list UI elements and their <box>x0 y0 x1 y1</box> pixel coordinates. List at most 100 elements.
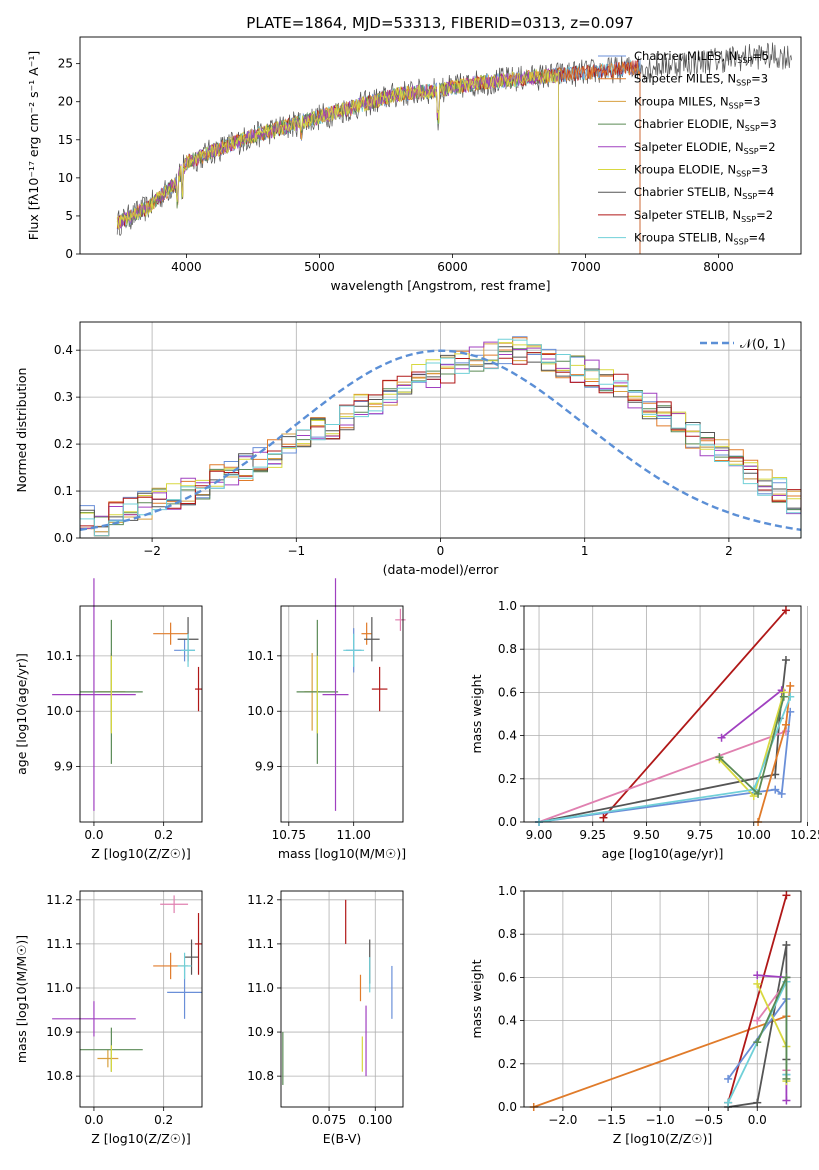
y-axis-label: age [log10(age/yr)] <box>14 653 29 775</box>
weight-line-7 <box>538 696 792 823</box>
y-axis-label: Flux [fλ10⁻¹⁷ erg cm⁻² s⁻¹ A⁻¹] <box>26 51 41 240</box>
y-tick-label: 10.9 <box>247 1025 274 1039</box>
axes-frame <box>523 890 802 1108</box>
panel-spectrum: 4000 5000 6000 7000 8000 0 5 10 15 20 25 wavelength… <box>26 36 802 293</box>
axes-frame <box>280 605 404 823</box>
y-tick-label: 0.2 <box>498 772 517 786</box>
x-tick-label: 0.100 <box>358 1113 392 1127</box>
x-axis-label: Z [log10(Z/Z☉)] <box>613 1131 713 1146</box>
x-tick-label: 9.25 <box>579 828 606 842</box>
x-tick-label: 10.75 <box>272 828 306 842</box>
weight-line-1 <box>538 659 787 823</box>
legend-label-0: Chabrier MILES, NSSP=5 <box>634 49 769 65</box>
x-axis-label: Z [log10(Z/Z☉)] <box>91 1131 191 1146</box>
x-tick-label: 0.0 <box>84 1113 103 1127</box>
x-tick-label: 9.00 <box>526 828 553 842</box>
y-tick-label: 0.8 <box>498 642 517 656</box>
y-tick-label: 0.2 <box>498 1057 517 1071</box>
x-tick-label: −1 <box>287 544 305 558</box>
y-tick-label: 1.0 <box>498 884 517 898</box>
x-tick-label: −2 <box>143 544 161 558</box>
weight-line-3 <box>538 730 787 823</box>
x-tick-label: 8000 <box>703 260 734 274</box>
normal-curve <box>79 349 802 531</box>
legend-label-4: Salpeter ELODIE, NSSP=2 <box>634 140 776 156</box>
figure-title: PLATE=1864, MJD=53313, FIBERID=0313, z=0… <box>246 14 633 32</box>
weight-line-1 <box>727 895 788 1103</box>
axes-frame <box>79 605 203 823</box>
y-tick-label: 0.4 <box>54 343 73 357</box>
x-tick-label: 9.75 <box>687 828 714 842</box>
y-tick-label: 11.0 <box>46 981 73 995</box>
x-tick-label: 10.25 <box>790 828 819 842</box>
y-tick-label: 0.1 <box>54 484 73 498</box>
y-axis-label: mass weight <box>469 674 484 753</box>
legend-label-2: Kroupa MILES, NSSP=3 <box>634 94 760 110</box>
y-tick-label: 10.1 <box>247 649 274 663</box>
x-tick-label: 7000 <box>570 260 601 274</box>
y-tick-label: 9.9 <box>255 760 274 774</box>
x-axis-label: mass [log10(M/M☉)] <box>278 846 406 861</box>
legend-label-5: Kroupa ELODIE, NSSP=3 <box>634 163 768 179</box>
y-tick-label: 10 <box>58 171 73 185</box>
histogram-series-8 <box>79 338 802 538</box>
legend-label-6: Chabrier STELIB, NSSP=4 <box>634 185 774 201</box>
legend-label-8: Kroupa STELIB, NSSP=4 <box>634 231 765 247</box>
weight-line-0 <box>533 1015 787 1108</box>
panel-age-vs-mass: 10.75 11.00 9.9 10.0 10.1 mass [log10(M/M☉)] <box>247 578 406 861</box>
x-axis-label: wavelength [Angstrom, rest frame] <box>330 278 550 293</box>
y-tick-label: 0 <box>65 247 73 261</box>
x-tick-label: 11.00 <box>337 828 371 842</box>
y-tick-label: 1.0 <box>498 599 517 613</box>
axes-frame <box>79 890 203 1108</box>
x-tick-label: −1.0 <box>645 1113 674 1127</box>
y-tick-label: 9.9 <box>54 760 73 774</box>
panel-weight-vs-z: −2.0 −1.5 −1.0 −0.5 0.0 0.0 0.2 0.4 0.6 0.8 1.0 Z [… <box>469 884 802 1146</box>
panel-age-vs-z: 0.0 0.2 9.9 10.0 10.1 Z [log10(Z/Z☉)] age [log… <box>14 578 203 861</box>
x-tick-label: 9.50 <box>633 828 660 842</box>
x-tick-label: 0.2 <box>154 1113 173 1127</box>
y-tick-label: 0.4 <box>498 729 517 743</box>
y-tick-label: 5 <box>65 209 73 223</box>
legend-label-7: Salpeter STELIB, NSSP=2 <box>634 208 773 224</box>
y-axis-label: mass [log10(M/M☉)] <box>14 935 29 1063</box>
weight-line-4 <box>538 711 792 823</box>
y-tick-label: 11.2 <box>46 893 73 907</box>
y-tick-label: 15 <box>58 133 73 147</box>
axes-frame <box>280 890 404 1108</box>
y-tick-label: 0.2 <box>54 437 73 451</box>
y-tick-label: 11.2 <box>247 893 274 907</box>
y-tick-label: 25 <box>58 57 73 71</box>
y-tick-label: 11.1 <box>247 937 274 951</box>
axes-frame <box>79 321 802 539</box>
x-tick-label: −2.0 <box>548 1113 577 1127</box>
y-tick-label: 0.4 <box>498 1014 517 1028</box>
panel-weight-vs-age: 9.00 9.25 9.50 9.75 10.00 10.25 0.0 0.2 0.4 0.6 0.… <box>469 599 819 861</box>
x-tick-label: 0.075 <box>312 1113 346 1127</box>
weight-line-2 <box>721 689 783 739</box>
y-tick-label: 11.1 <box>46 937 73 951</box>
x-axis-label: E(B-V) <box>323 1131 362 1146</box>
panel-residuals: −2 −1 0 1 2 0.0 0.1 0.2 0.3 0.4 (data-model)/error… <box>14 321 802 577</box>
y-tick-label: 10.9 <box>46 1025 73 1039</box>
y-axis-label: Normed distribution <box>14 368 29 493</box>
y-tick-label: 0.3 <box>54 390 73 404</box>
legend-label-1: Salpeter MILES, NSSP=3 <box>634 72 768 88</box>
legend-label-normal: 𝒩(0, 1) <box>740 336 786 351</box>
y-tick-label: 0.0 <box>498 1100 517 1114</box>
x-tick-label: 4000 <box>171 260 202 274</box>
x-tick-label: −0.5 <box>694 1113 723 1127</box>
x-axis-label: Z [log10(Z/Z☉)] <box>91 846 191 861</box>
y-tick-label: 20 <box>58 95 73 109</box>
y-tick-label: 10.0 <box>247 704 274 718</box>
x-tick-label: 2 <box>725 544 733 558</box>
y-tick-label: 0.6 <box>498 685 517 699</box>
y-tick-label: 0.0 <box>54 531 73 545</box>
y-axis-label: mass weight <box>469 959 484 1038</box>
y-tick-label: 10.0 <box>46 704 73 718</box>
x-tick-label: 1 <box>581 544 589 558</box>
x-axis-label: (data-model)/error <box>383 562 500 577</box>
y-tick-label: 0.0 <box>498 815 517 829</box>
x-tick-label: 0.0 <box>84 828 103 842</box>
spectrum-line-series-4 <box>116 67 560 255</box>
